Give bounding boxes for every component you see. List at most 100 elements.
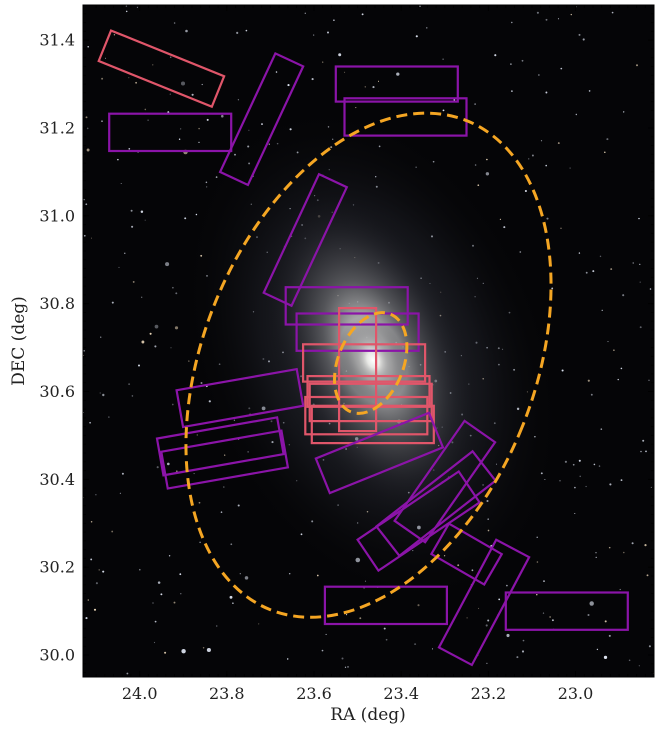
star xyxy=(609,483,612,486)
star xyxy=(453,99,456,101)
star xyxy=(570,13,572,16)
star xyxy=(141,340,145,344)
star xyxy=(198,501,201,504)
footprint-purple xyxy=(437,538,531,667)
star xyxy=(175,470,178,473)
star xyxy=(178,138,181,140)
star xyxy=(172,286,174,289)
star xyxy=(648,645,651,648)
star xyxy=(604,151,606,153)
y-tick-label: 30.4 xyxy=(39,470,75,489)
star xyxy=(98,569,100,571)
star xyxy=(325,633,327,635)
star xyxy=(201,83,203,86)
footprint-purple xyxy=(334,65,459,103)
star xyxy=(623,111,625,113)
star xyxy=(344,666,347,668)
star xyxy=(522,639,525,642)
star xyxy=(536,561,539,563)
star xyxy=(503,226,506,229)
star xyxy=(542,612,545,614)
star xyxy=(383,627,386,630)
star xyxy=(169,93,171,95)
star xyxy=(132,280,135,283)
x-tick-label: 23.2 xyxy=(471,684,507,703)
star xyxy=(128,77,130,79)
star xyxy=(193,473,195,475)
star xyxy=(101,77,104,80)
x-tick-label: 23.6 xyxy=(296,684,332,703)
star xyxy=(83,198,86,201)
star xyxy=(466,617,468,619)
star xyxy=(519,251,522,253)
star xyxy=(128,147,131,150)
star xyxy=(608,546,611,549)
star xyxy=(220,511,223,513)
star xyxy=(485,172,490,176)
y-tick-label: 31.0 xyxy=(39,206,75,225)
star xyxy=(499,218,501,220)
y-tick-label: 31.2 xyxy=(39,119,75,138)
star xyxy=(639,263,641,265)
star xyxy=(118,266,120,268)
star xyxy=(644,544,647,547)
star xyxy=(311,78,314,81)
y-tick-label: 30.8 xyxy=(39,294,75,313)
star xyxy=(157,581,161,584)
footprint-purple xyxy=(343,97,468,137)
star xyxy=(316,574,319,577)
star xyxy=(344,71,346,73)
star xyxy=(364,86,367,88)
star xyxy=(102,570,105,573)
star xyxy=(498,598,501,601)
star xyxy=(619,588,621,591)
star xyxy=(617,378,619,381)
star xyxy=(154,324,159,329)
star xyxy=(286,658,289,660)
star xyxy=(606,138,609,141)
star xyxy=(543,580,545,582)
star xyxy=(603,655,608,660)
star xyxy=(125,10,128,13)
star xyxy=(180,593,182,595)
star xyxy=(149,332,152,335)
star xyxy=(135,81,137,84)
star xyxy=(385,638,388,641)
star xyxy=(147,119,149,121)
star xyxy=(313,34,315,36)
star xyxy=(237,504,240,507)
star xyxy=(223,486,225,488)
star xyxy=(646,574,649,577)
star xyxy=(341,657,344,660)
star xyxy=(536,11,539,14)
star xyxy=(638,217,640,220)
star xyxy=(90,521,93,523)
star xyxy=(564,460,567,463)
star xyxy=(372,86,375,89)
footprint-pink xyxy=(97,29,226,109)
star xyxy=(516,656,519,659)
star xyxy=(560,67,563,70)
star xyxy=(168,555,171,557)
star xyxy=(170,347,172,349)
star xyxy=(322,61,324,63)
star xyxy=(83,234,86,237)
star xyxy=(610,268,613,271)
footprint-purple xyxy=(429,522,504,586)
star xyxy=(590,393,593,396)
star xyxy=(154,345,157,348)
star xyxy=(169,56,172,59)
star xyxy=(538,74,540,76)
star xyxy=(198,127,200,130)
star xyxy=(575,113,577,116)
star xyxy=(101,120,103,122)
x-tick-label: 23.8 xyxy=(209,684,245,703)
star xyxy=(578,33,581,36)
axis-tick-labels: 24.0 23.8 23.6 23.4 23.2 23.0 30.0 30.2 30.4 30.6… xyxy=(39,31,593,703)
star xyxy=(245,29,248,32)
star xyxy=(95,582,98,585)
star xyxy=(521,650,525,653)
star xyxy=(165,262,170,267)
x-tick-label: 24.0 xyxy=(122,684,158,703)
footprint-purple xyxy=(175,367,305,429)
